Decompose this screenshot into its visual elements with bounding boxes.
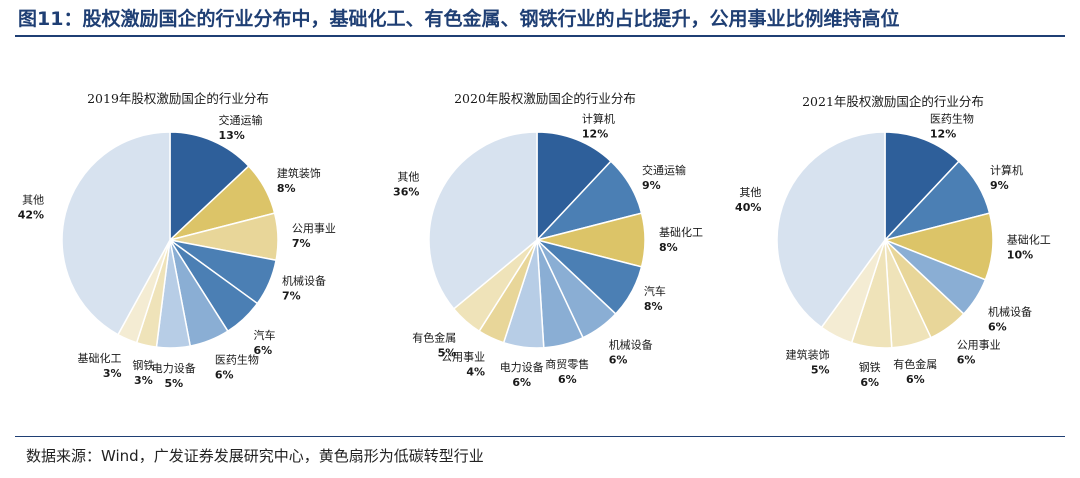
slice-value-label: 6% [988,320,1007,333]
slice-value-label: 42% [18,209,44,222]
slice-value-label: 36% [393,186,419,199]
slice-value-label: 5% [438,347,457,360]
slice-label: 医药生物 [930,112,974,126]
slice-value-label: 7% [282,290,301,303]
pie-slice-计算机 [536,131,612,242]
slice-label: 交通运输 [219,113,263,127]
slice-value-label: 6% [215,368,234,381]
slice-label: 机械设备 [282,274,326,288]
pie-slice-交通运输 [169,131,250,242]
slice-value-label: 40% [735,201,761,214]
slice-value-label: 6% [254,344,273,357]
slice-value-label: 12% [930,128,956,141]
slice-label: 建筑装饰 [786,348,830,362]
slice-label: 其他 [739,186,761,199]
slice-value-label: 8% [644,300,663,313]
slice-label: 机械设备 [988,304,1032,318]
slice-value-label: 6% [558,373,577,386]
slice-label: 其他 [397,171,419,184]
slice-value-label: 3% [103,367,122,380]
slice-label: 基础化工 [1007,233,1051,247]
slice-label: 汽车 [254,328,276,342]
slice-value-label: 6% [512,376,531,389]
slice-label: 汽车 [644,284,666,298]
slice-label: 计算机 [990,163,1023,177]
chart-title: 2021年股权激励国企的行业分布 [802,94,984,109]
slice-label: 计算机 [582,112,615,126]
figure-title: 图11：股权激励国企的行业分布中，基础化工、有色金属、钢铁行业的占比提升，公用事… [18,8,900,30]
title-rule [15,35,1065,37]
slice-label: 钢铁 [859,361,881,374]
pie-slice-其他 [428,131,538,310]
slice-value-label: 9% [642,179,661,192]
slice-value-label: 4% [466,365,485,378]
slice-value-label: 8% [277,182,296,195]
slice-value-label: 6% [609,354,628,367]
slice-value-label: 5% [164,377,183,390]
chart-title: 2020年股权激励国企的行业分布 [454,91,636,106]
slice-value-label: 13% [219,129,245,142]
slice-label: 基础化工 [659,225,703,239]
pie-slice-其他 [776,131,886,329]
slice-label: 交通运输 [642,163,686,177]
slice-label: 钢铁 [132,359,154,372]
slice-value-label: 12% [582,128,608,141]
slice-label: 电力设备 [152,361,196,375]
slice-value-label: 5% [811,364,830,377]
slice-label: 公用事业 [957,339,1001,352]
source-rule [15,436,1065,437]
slice-label: 其他 [22,194,44,207]
slice-label: 电力设备 [500,360,544,374]
slice-value-label: 6% [906,373,925,386]
slice-label: 有色金属 [412,331,456,345]
source-note: 数据来源：Wind，广发证券发展研究中心，黄色扇形为低碳转型行业 [26,447,484,465]
slice-value-label: 3% [134,374,153,387]
slice-label: 建筑装饰 [277,166,321,180]
slice-label: 有色金属 [893,357,937,371]
pie-slice-医药生物 [884,131,960,242]
slice-label: 基础化工 [78,351,122,365]
chart-title: 2019年股权激励国企的行业分布 [87,91,269,106]
slice-label: 公用事业 [441,350,485,363]
slice-value-label: 6% [957,354,976,367]
slice-label: 商贸零售 [545,357,589,371]
slice-value-label: 8% [659,241,678,254]
slice-value-label: 6% [860,376,879,389]
slice-value-label: 10% [1007,249,1033,262]
slice-label: 医药生物 [215,352,259,366]
slice-label: 机械设备 [609,338,653,352]
slice-value-label: 9% [990,179,1009,192]
slice-label: 公用事业 [292,222,336,235]
pie-slice-其他 [61,131,171,336]
slice-value-label: 7% [292,237,311,250]
